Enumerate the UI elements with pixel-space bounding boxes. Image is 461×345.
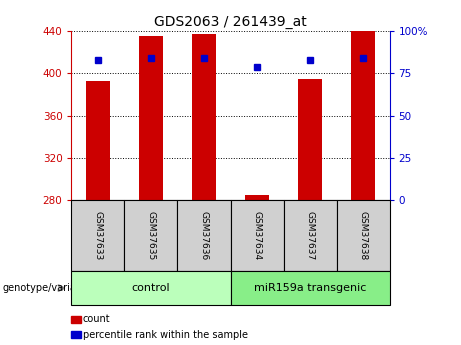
Text: GSM37635: GSM37635 xyxy=(147,211,155,260)
Title: GDS2063 / 261439_at: GDS2063 / 261439_at xyxy=(154,14,307,29)
Text: percentile rank within the sample: percentile rank within the sample xyxy=(83,330,248,339)
Text: count: count xyxy=(83,314,111,324)
Bar xyxy=(86,81,110,200)
Bar xyxy=(192,34,216,200)
Text: GSM37633: GSM37633 xyxy=(94,211,102,260)
Text: GSM37638: GSM37638 xyxy=(359,211,367,260)
Bar xyxy=(245,195,269,200)
Text: genotype/variation: genotype/variation xyxy=(2,283,95,293)
Text: GSM37636: GSM37636 xyxy=(200,211,208,260)
Text: GSM37637: GSM37637 xyxy=(306,211,314,260)
Bar xyxy=(298,79,322,200)
Text: miR159a transgenic: miR159a transgenic xyxy=(254,283,366,293)
Text: GSM37634: GSM37634 xyxy=(253,211,261,260)
Text: control: control xyxy=(132,283,170,293)
Bar xyxy=(351,31,375,200)
Bar xyxy=(139,36,163,200)
